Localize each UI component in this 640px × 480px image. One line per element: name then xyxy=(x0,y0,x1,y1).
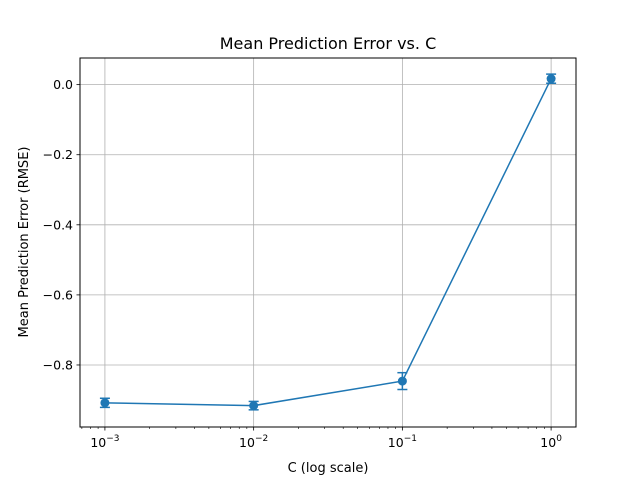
chart-title: Mean Prediction Error vs. C xyxy=(220,34,436,53)
y-axis-label: Mean Prediction Error (RMSE) xyxy=(17,147,32,338)
x-tick-label: 10−2 xyxy=(239,434,268,450)
series-layer xyxy=(99,73,557,411)
x-tick-label: 100 xyxy=(540,434,562,450)
y-tick-label: 0.0 xyxy=(53,77,73,92)
y-tick-label: −0.8 xyxy=(43,357,73,372)
y-tick-label: −0.6 xyxy=(43,287,73,302)
y-tick-label: −0.4 xyxy=(43,217,73,232)
x-axis-label: C (log scale) xyxy=(288,461,369,476)
data-point xyxy=(249,401,259,411)
grid-lines xyxy=(80,58,576,427)
data-point xyxy=(546,74,556,84)
data-point xyxy=(397,376,407,386)
plot-frame xyxy=(79,57,577,428)
series-line xyxy=(104,78,552,407)
tick-layer: 10−3 10−2 10−1 100 0.0 −0.2 −0.4 −0.6 −0.8 xyxy=(43,77,563,450)
x-tick-label: 10−3 xyxy=(90,434,119,450)
y-tick-label: −0.2 xyxy=(43,147,73,162)
x-tick-label: 10−1 xyxy=(388,434,417,450)
data-point xyxy=(100,398,110,408)
